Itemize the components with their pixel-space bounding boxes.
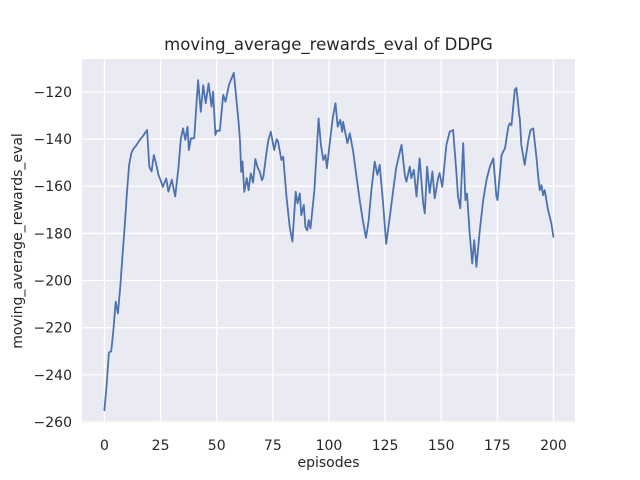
x-tick-label: 125	[372, 438, 399, 454]
y-tick-label: −200	[34, 274, 72, 290]
x-axis-label: episodes	[297, 455, 359, 471]
series-layer	[103, 72, 555, 412]
y-axis-label: moving_average_rewards_eval	[10, 133, 26, 349]
y-tick-label: −120	[34, 85, 72, 101]
y-tick-label: −240	[34, 368, 72, 384]
x-tick-label: 50	[208, 438, 226, 454]
reward-line	[103, 72, 555, 412]
tick-layer: 0 25 50 75 100 125 150 175 200 −260 −240 −220 −200 −1…	[34, 85, 567, 454]
y-tick-label: −180	[34, 226, 72, 242]
x-tick-label: 150	[428, 438, 455, 454]
x-tick-label: 75	[264, 438, 282, 454]
x-tick-label: 100	[316, 438, 343, 454]
x-tick-label: 175	[484, 438, 511, 454]
y-tick-label: −220	[34, 321, 72, 337]
x-tick-label: 25	[152, 438, 170, 454]
x-tick-label: 200	[540, 438, 567, 454]
x-tick-label: 0	[100, 438, 109, 454]
y-tick-label: −160	[34, 179, 72, 195]
y-tick-label: −140	[34, 132, 72, 148]
chart-title: moving_average_rewards_eval of DDPG	[164, 35, 493, 55]
y-tick-label: −260	[34, 415, 72, 431]
grid-layer	[82, 59, 575, 423]
